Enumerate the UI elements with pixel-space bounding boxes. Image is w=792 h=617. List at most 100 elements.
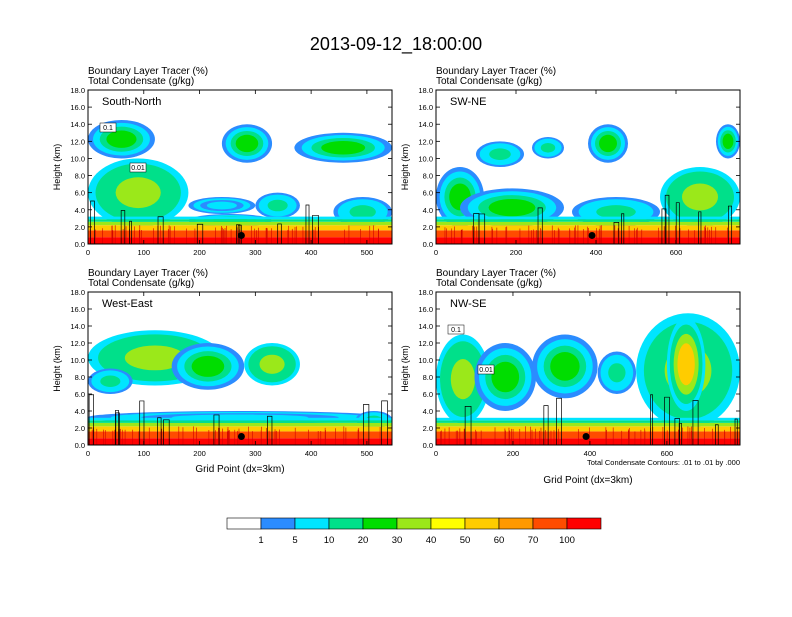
condensate-contour bbox=[692, 400, 699, 445]
y-tick-label: 0.0 bbox=[423, 441, 433, 450]
x-tick-label: 300 bbox=[249, 449, 262, 458]
y-axis-label: Height (km) bbox=[400, 345, 410, 392]
y-tick-label: 18.0 bbox=[70, 288, 85, 297]
colorbar-label: 100 bbox=[559, 535, 575, 546]
tracer-patch bbox=[115, 177, 161, 209]
location-marker bbox=[582, 433, 590, 440]
x-tick-label: 0 bbox=[86, 449, 90, 458]
colorbar-label: 20 bbox=[358, 535, 369, 546]
colorbar-swatch bbox=[362, 517, 398, 530]
y-tick-label: 16.0 bbox=[70, 103, 85, 112]
colorbar: 1 5 10 20 30 40 50 60 70 100 bbox=[226, 517, 602, 546]
x-tick-label: 0 bbox=[434, 449, 438, 458]
y-tick-label: 12.0 bbox=[418, 339, 433, 348]
colorbar-swatch bbox=[498, 517, 534, 530]
tracer-patch bbox=[235, 134, 259, 153]
condensate-contour bbox=[305, 204, 310, 244]
condensate-contour bbox=[556, 397, 562, 445]
condensate-contour bbox=[464, 405, 472, 445]
plot-frame bbox=[435, 89, 741, 245]
condensate-contour bbox=[674, 418, 680, 445]
panel-header-line1: Boundary Layer Tracer (%) bbox=[436, 268, 556, 279]
tracer-patch bbox=[677, 343, 695, 386]
panel-header-line1: Boundary Layer Tracer (%) bbox=[436, 66, 556, 77]
y-tick-label: 6.0 bbox=[423, 390, 433, 399]
x-tick-label: 400 bbox=[590, 248, 603, 257]
location-marker bbox=[588, 231, 596, 239]
colorbar-label: 70 bbox=[528, 535, 539, 546]
contour-label: 0.1 bbox=[451, 327, 461, 334]
tracer-patch bbox=[682, 183, 718, 211]
tracer-patch bbox=[321, 141, 366, 155]
condensate-contour bbox=[88, 394, 94, 445]
condensate-contour bbox=[537, 207, 543, 244]
panel-4: Boundary Layer Tracer (%)Total Condensat… bbox=[400, 268, 741, 486]
x-tick-label: 400 bbox=[584, 449, 597, 458]
boundary-layer-band bbox=[436, 438, 740, 445]
y-tick-label: 6.0 bbox=[423, 189, 433, 198]
y-tick-label: 12.0 bbox=[70, 339, 85, 348]
panel-title: West-East bbox=[102, 298, 153, 310]
y-tick-label: 0.0 bbox=[75, 441, 85, 450]
contour-label-box bbox=[477, 364, 495, 375]
y-tick-label: 4.0 bbox=[75, 407, 85, 416]
boundary-layer-band bbox=[88, 219, 392, 222]
y-tick-label: 2.0 bbox=[423, 223, 433, 232]
boundary-layer-band bbox=[436, 420, 740, 423]
condensate-contour bbox=[312, 214, 319, 244]
x-tick-label: 400 bbox=[305, 449, 318, 458]
y-tick-label: 14.0 bbox=[70, 120, 85, 129]
colorbar-swatch bbox=[294, 517, 330, 530]
colorbar-label: 40 bbox=[426, 535, 437, 546]
tracer-patch bbox=[267, 199, 288, 212]
tracer-patch bbox=[599, 134, 617, 153]
y-tick-label: 14.0 bbox=[70, 322, 85, 331]
x-tick-label: 500 bbox=[361, 449, 374, 458]
panel-2: Boundary Layer Tracer (%)Total Condensat… bbox=[400, 66, 741, 257]
panel-header-line1: Boundary Layer Tracer (%) bbox=[88, 66, 208, 77]
boundary-layer-band bbox=[88, 216, 392, 220]
panel-title: South-North bbox=[102, 96, 161, 108]
panel-3: Boundary Layer Tracer (%)Total Condensat… bbox=[52, 268, 393, 475]
colorbar-label: 1 bbox=[258, 535, 263, 546]
condensate-contour bbox=[120, 210, 126, 244]
tracer-patch bbox=[540, 142, 556, 153]
condensate-contour bbox=[727, 205, 733, 244]
contour-label: 0.01 bbox=[479, 367, 493, 374]
condensate-contour bbox=[613, 222, 620, 244]
condensate-contour bbox=[267, 415, 273, 445]
x-tick-label: 200 bbox=[507, 449, 520, 458]
y-tick-label: 14.0 bbox=[418, 322, 433, 331]
colorbar-swatch bbox=[566, 517, 602, 530]
boundary-layer-band bbox=[88, 426, 392, 432]
colorbar-label: 60 bbox=[494, 535, 505, 546]
panel-1: Boundary Layer Tracer (%)Total Condensat… bbox=[52, 66, 393, 257]
y-tick-label: 10.0 bbox=[70, 154, 85, 163]
condensate-contour bbox=[381, 400, 388, 445]
y-tick-label: 8.0 bbox=[423, 172, 433, 181]
x-tick-label: 200 bbox=[193, 449, 206, 458]
y-tick-label: 8.0 bbox=[75, 172, 85, 181]
condensate-contour bbox=[478, 213, 486, 244]
y-axis-label: Height (km) bbox=[52, 144, 62, 191]
x-tick-label: 100 bbox=[138, 449, 151, 458]
colorbar-label: 10 bbox=[324, 535, 335, 546]
condensate-contour bbox=[157, 417, 162, 445]
plot-area: 0.1 0.01 bbox=[436, 292, 740, 445]
tracer-patch bbox=[259, 354, 285, 374]
x-tick-label: 400 bbox=[305, 248, 318, 257]
contour-label: 0.1 bbox=[103, 125, 113, 132]
boundary-layer-band bbox=[436, 422, 740, 427]
boundary-layer-band bbox=[436, 221, 740, 226]
condensate-contour bbox=[621, 213, 625, 244]
y-tick-label: 12.0 bbox=[70, 137, 85, 146]
x-axis-label: Grid Point (dx=3km) bbox=[195, 464, 284, 475]
condensate-contour bbox=[675, 202, 680, 244]
colorbar-swatch bbox=[532, 517, 568, 530]
tracer-patch bbox=[349, 205, 376, 219]
y-tick-label: 4.0 bbox=[423, 206, 433, 215]
boundary-layer-band bbox=[88, 438, 392, 445]
boundary-layer-band bbox=[88, 420, 392, 423]
y-tick-label: 6.0 bbox=[75, 390, 85, 399]
